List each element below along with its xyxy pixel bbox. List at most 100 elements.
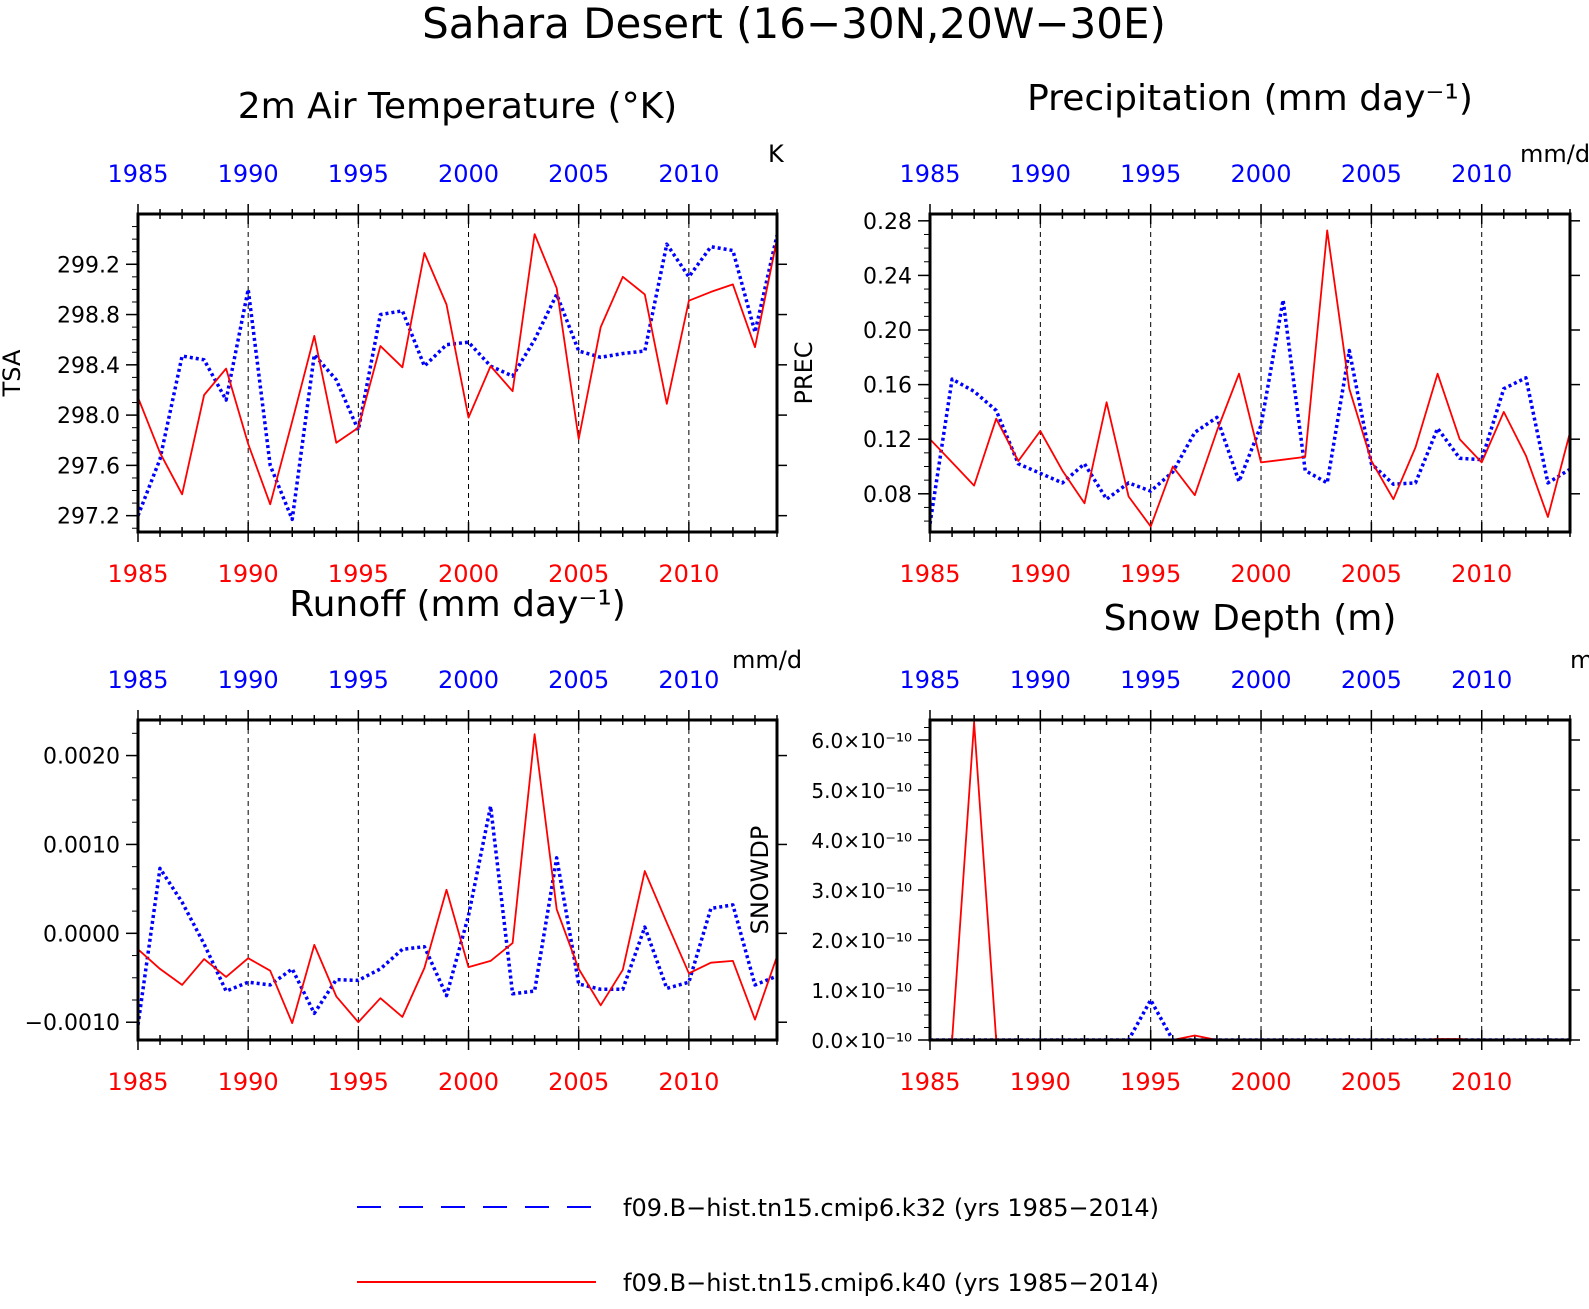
x-tick-label-top: 1990 bbox=[1010, 666, 1071, 694]
x-tick-label-top: 1985 bbox=[107, 160, 168, 188]
x-tick-label-top: 1985 bbox=[107, 666, 168, 694]
y-tick-label: 298.0 bbox=[57, 404, 120, 429]
series-group bbox=[138, 733, 777, 1026]
plot-frame bbox=[136, 718, 779, 1042]
x-tick-label-top: 1990 bbox=[1010, 160, 1071, 188]
y-tick-label: −0.0010 bbox=[25, 1011, 120, 1036]
x-tick-label-bottom: 2010 bbox=[1451, 560, 1512, 588]
series-line-k32 bbox=[138, 804, 777, 1026]
x-tick-label-bottom: 2000 bbox=[1230, 560, 1291, 588]
x-tick-label-top: 1995 bbox=[1120, 160, 1181, 188]
x-tick-label-bottom: 2005 bbox=[548, 1068, 609, 1096]
legend-label: f09.B−hist.tn15.cmip6.k32 (yrs 1985−2014… bbox=[623, 1194, 1159, 1222]
units-label-snowdp: m bbox=[1570, 646, 1589, 674]
x-tick-label-top: 2010 bbox=[1451, 666, 1512, 694]
series-line-k32 bbox=[138, 235, 777, 522]
y-tick-label: 0.24 bbox=[863, 264, 912, 289]
panel-title-snowdp: Snow Depth (m) bbox=[1104, 598, 1397, 639]
x-tick-label-top: 2010 bbox=[658, 160, 719, 188]
x-tick-label-top: 1985 bbox=[899, 666, 960, 694]
y-tick-label: 3.0×10⁻¹⁰ bbox=[811, 879, 912, 903]
x-tick-label-bottom: 1995 bbox=[328, 1068, 389, 1096]
x-tick-label-bottom: 1985 bbox=[107, 560, 168, 588]
y-tick-label: 0.0020 bbox=[43, 745, 120, 770]
series-group bbox=[138, 233, 777, 522]
y-tick-label: 5.0×10⁻¹⁰ bbox=[811, 779, 912, 803]
x-tick-label-top: 2005 bbox=[1341, 160, 1402, 188]
y-tick-label: 1.0×10⁻¹⁰ bbox=[811, 979, 912, 1003]
y-tick-label: 299.2 bbox=[57, 253, 120, 278]
x-tick-label-top: 1995 bbox=[328, 160, 389, 188]
y-tick-label: 4.0×10⁻¹⁰ bbox=[811, 829, 912, 853]
units-label-tsa: K bbox=[768, 140, 785, 168]
y-tick-label: 0.12 bbox=[863, 428, 912, 453]
x-tick-label-top: 2000 bbox=[1230, 160, 1291, 188]
series-line-k32 bbox=[930, 998, 1570, 1040]
x-tick-label-bottom: 2010 bbox=[658, 560, 719, 588]
y-tick-label: 0.08 bbox=[863, 483, 912, 508]
x-tick-label-top: 2000 bbox=[438, 160, 499, 188]
x-tick-label-top: 2010 bbox=[658, 666, 719, 694]
plot-frame bbox=[928, 212, 1572, 534]
y-tick-label: 6.0×10⁻¹⁰ bbox=[811, 729, 912, 753]
x-tick-label-bottom: 2005 bbox=[1341, 560, 1402, 588]
x-tick-label-bottom: 1995 bbox=[328, 560, 389, 588]
x-tick-label-bottom: 1990 bbox=[218, 560, 279, 588]
x-tick-label-bottom: 1990 bbox=[1010, 1068, 1071, 1096]
y-tick-label: 0.16 bbox=[863, 374, 912, 399]
x-tick-label-top: 2010 bbox=[1451, 160, 1512, 188]
x-tick-label-top: 1995 bbox=[1120, 666, 1181, 694]
x-tick-label-bottom: 1995 bbox=[1120, 1068, 1181, 1096]
x-tick-label-bottom: 2010 bbox=[658, 1068, 719, 1096]
y-tick-label: 0.0000 bbox=[43, 922, 120, 947]
y-tick-label: 2.0×10⁻¹⁰ bbox=[811, 929, 912, 953]
x-tick-label-bottom: 2010 bbox=[1451, 1068, 1512, 1096]
figure-title: Sahara Desert (16−30N,20W−30E) bbox=[422, 0, 1166, 48]
y-tick-label: 298.8 bbox=[57, 304, 120, 329]
x-tick-label-top: 2005 bbox=[1341, 666, 1402, 694]
x-tick-label-bottom: 2000 bbox=[1230, 1068, 1291, 1096]
y-axis-label-snowdp: SNOWDP bbox=[746, 826, 774, 935]
x-tick-label-bottom: 1985 bbox=[899, 1068, 960, 1096]
x-tick-label-top: 2000 bbox=[438, 666, 499, 694]
plot-frame bbox=[928, 718, 1572, 1042]
panel-prec: Precipitation (mm day⁻¹) mm/d PREC 1985 1985… bbox=[790, 78, 1589, 588]
panel-tsa: 2m Air Temperature (°K) K TSA 1985 1985 1990 1… bbox=[0, 86, 787, 588]
x-tick-label-top: 2000 bbox=[1230, 666, 1291, 694]
y-tick-label: 0.28 bbox=[863, 210, 912, 235]
x-tick-label-bottom: 2000 bbox=[438, 1068, 499, 1096]
series-line-k40 bbox=[930, 721, 1570, 1040]
x-tick-label-bottom: 1985 bbox=[899, 560, 960, 588]
x-tick-label-top: 1995 bbox=[328, 666, 389, 694]
series-line-k32 bbox=[930, 298, 1570, 525]
legend-label: f09.B−hist.tn15.cmip6.k40 (yrs 1985−2014… bbox=[623, 1269, 1159, 1297]
panel-title-runoff: Runoff (mm day⁻¹) bbox=[289, 584, 626, 625]
x-tick-label-top: 2005 bbox=[548, 666, 609, 694]
legend: f09.B−hist.tn15.cmip6.k32 (yrs 1985−2014… bbox=[357, 1194, 1159, 1297]
x-tick-label-bottom: 1990 bbox=[218, 1068, 279, 1096]
series-group bbox=[930, 721, 1570, 1040]
y-tick-label: 0.20 bbox=[863, 319, 912, 344]
series-line-k40 bbox=[138, 733, 777, 1024]
x-tick-label-bottom: 1995 bbox=[1120, 560, 1181, 588]
plot-frame bbox=[136, 212, 779, 534]
y-axis-label-tsa: TSA bbox=[0, 349, 26, 397]
x-tick-label-bottom: 1990 bbox=[1010, 560, 1071, 588]
panel-title-prec: Precipitation (mm day⁻¹) bbox=[1027, 78, 1473, 119]
y-tick-label: 297.2 bbox=[57, 505, 120, 530]
panel-title-tsa: 2m Air Temperature (°K) bbox=[238, 86, 677, 127]
y-axis-label-prec: PREC bbox=[790, 341, 818, 404]
x-tick-label-bottom: 2005 bbox=[548, 560, 609, 588]
y-tick-label: 297.6 bbox=[57, 454, 120, 479]
series-group bbox=[930, 229, 1570, 528]
panel-runoff: Runoff (mm day⁻¹) mm/d 1985 1985 1990 1990 199… bbox=[25, 584, 803, 1096]
y-tick-label: 0.0010 bbox=[43, 833, 120, 858]
panels: 2m Air Temperature (°K) K TSA 1985 1985 1990 1… bbox=[0, 78, 1589, 1096]
x-tick-label-top: 1990 bbox=[218, 666, 279, 694]
x-tick-label-bottom: 1985 bbox=[107, 1068, 168, 1096]
x-tick-label-bottom: 2000 bbox=[438, 560, 499, 588]
units-label-runoff: mm/d bbox=[732, 646, 802, 674]
series-line-k40 bbox=[930, 229, 1570, 528]
x-tick-label-bottom: 2005 bbox=[1341, 1068, 1402, 1096]
